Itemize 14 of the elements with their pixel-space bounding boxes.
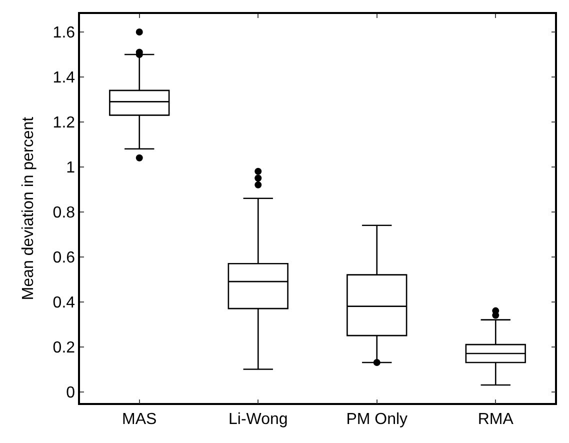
y-tick-label: 1.4 [52,70,76,87]
y-tick-label: 0.8 [52,204,76,222]
y-tick-label: 0.2 [52,339,76,356]
y-tick-label: 1.2 [52,114,76,132]
y-tick-label: 1.6 [52,24,76,42]
y-tick-label: 0 [66,384,76,402]
y-tick-label: 1 [66,160,76,176]
x-tick-label: MAS [122,410,157,428]
x-tick-label: RMA [478,410,514,428]
y-tick-label: 0.4 [52,294,76,312]
x-tick-label: Li-Wong [228,410,288,428]
y-tick-label: 0.6 [52,249,76,266]
x-tick-label: PM Only [346,410,408,428]
y-axis-title: Mean deviation in percent [20,116,38,300]
